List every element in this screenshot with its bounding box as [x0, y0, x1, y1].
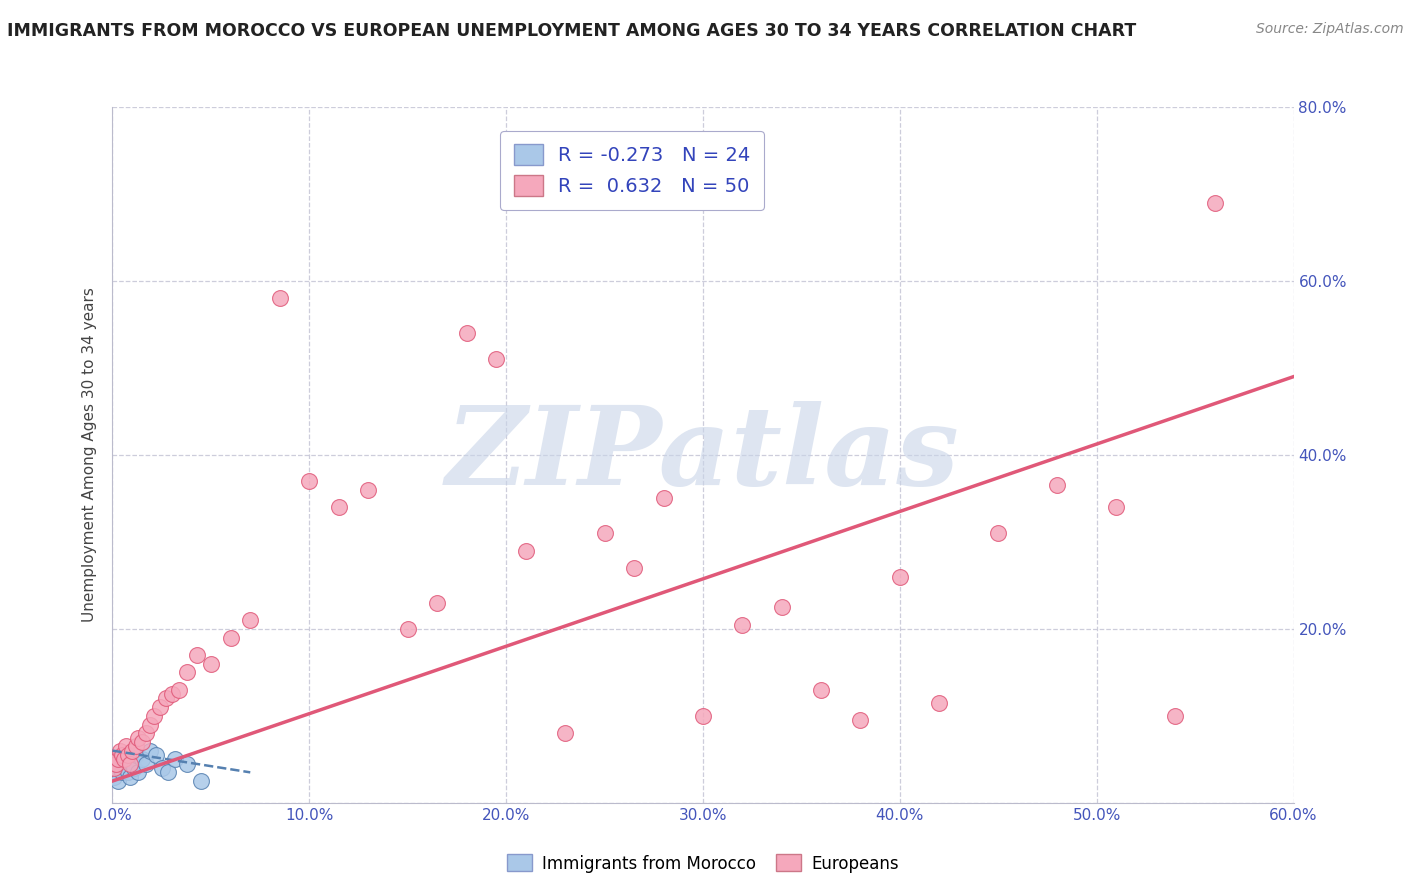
Point — [692, 708, 714, 723]
Point — [731, 617, 754, 632]
Point — [125, 747, 148, 762]
Y-axis label: Unemployment Among Ages 30 to 34 years: Unemployment Among Ages 30 to 34 years — [82, 287, 97, 623]
Point — [169, 682, 191, 697]
Point — [111, 765, 134, 780]
Point — [103, 761, 125, 775]
Point — [593, 526, 616, 541]
Point — [139, 744, 162, 758]
Point — [155, 691, 177, 706]
Point — [186, 648, 208, 662]
Point — [105, 756, 128, 771]
Point — [176, 756, 198, 771]
Point — [1204, 195, 1226, 210]
Point — [554, 726, 576, 740]
Text: IMMIGRANTS FROM MOROCCO VS EUROPEAN UNEMPLOYMENT AMONG AGES 30 TO 34 YEARS CORRE: IMMIGRANTS FROM MOROCCO VS EUROPEAN UNEM… — [7, 22, 1136, 40]
Point — [1164, 708, 1187, 723]
Point — [142, 708, 165, 723]
Point — [127, 765, 149, 780]
Point — [298, 474, 321, 488]
Point — [889, 570, 911, 584]
Point — [200, 657, 222, 671]
Point — [849, 713, 872, 727]
Point — [1105, 500, 1128, 514]
Point — [928, 696, 950, 710]
Point — [1046, 478, 1069, 492]
Point — [357, 483, 380, 497]
Point — [122, 761, 145, 775]
Point — [156, 765, 179, 780]
Point — [107, 752, 129, 766]
Point — [328, 500, 350, 514]
Point — [160, 687, 183, 701]
Point — [107, 774, 129, 789]
Point — [165, 752, 187, 766]
Legend: Immigrants from Morocco, Europeans: Immigrants from Morocco, Europeans — [501, 847, 905, 880]
Point — [115, 747, 138, 762]
Point — [456, 326, 478, 340]
Point — [117, 765, 139, 780]
Point — [121, 756, 143, 771]
Point — [111, 752, 134, 766]
Point — [269, 291, 291, 305]
Point — [110, 744, 132, 758]
Point — [115, 761, 138, 775]
Point — [176, 665, 198, 680]
Point — [135, 756, 157, 771]
Point — [145, 747, 167, 762]
Point — [810, 682, 832, 697]
Point — [515, 543, 537, 558]
Point — [219, 631, 242, 645]
Point — [131, 752, 153, 766]
Point — [239, 613, 262, 627]
Point — [103, 770, 125, 784]
Point — [111, 747, 134, 762]
Point — [121, 744, 143, 758]
Point — [190, 774, 212, 789]
Point — [485, 352, 508, 367]
Point — [125, 739, 148, 754]
Point — [131, 735, 153, 749]
Point — [623, 561, 645, 575]
Point — [652, 491, 675, 506]
Point — [426, 596, 449, 610]
Point — [150, 761, 173, 775]
Point — [770, 600, 793, 615]
Text: Source: ZipAtlas.com: Source: ZipAtlas.com — [1256, 22, 1403, 37]
Text: ZIPatlas: ZIPatlas — [446, 401, 960, 508]
Point — [120, 756, 142, 771]
Point — [120, 770, 142, 784]
Point — [115, 739, 138, 754]
Point — [396, 622, 419, 636]
Point — [149, 700, 172, 714]
Point — [117, 747, 139, 762]
Point — [112, 752, 135, 766]
Legend: R = -0.273   N = 24, R =  0.632   N = 50: R = -0.273 N = 24, R = 0.632 N = 50 — [501, 130, 765, 210]
Point — [105, 765, 128, 780]
Point — [139, 717, 162, 731]
Point — [110, 761, 132, 775]
Point — [987, 526, 1010, 541]
Point — [135, 726, 157, 740]
Point — [127, 731, 149, 745]
Point — [112, 756, 135, 771]
